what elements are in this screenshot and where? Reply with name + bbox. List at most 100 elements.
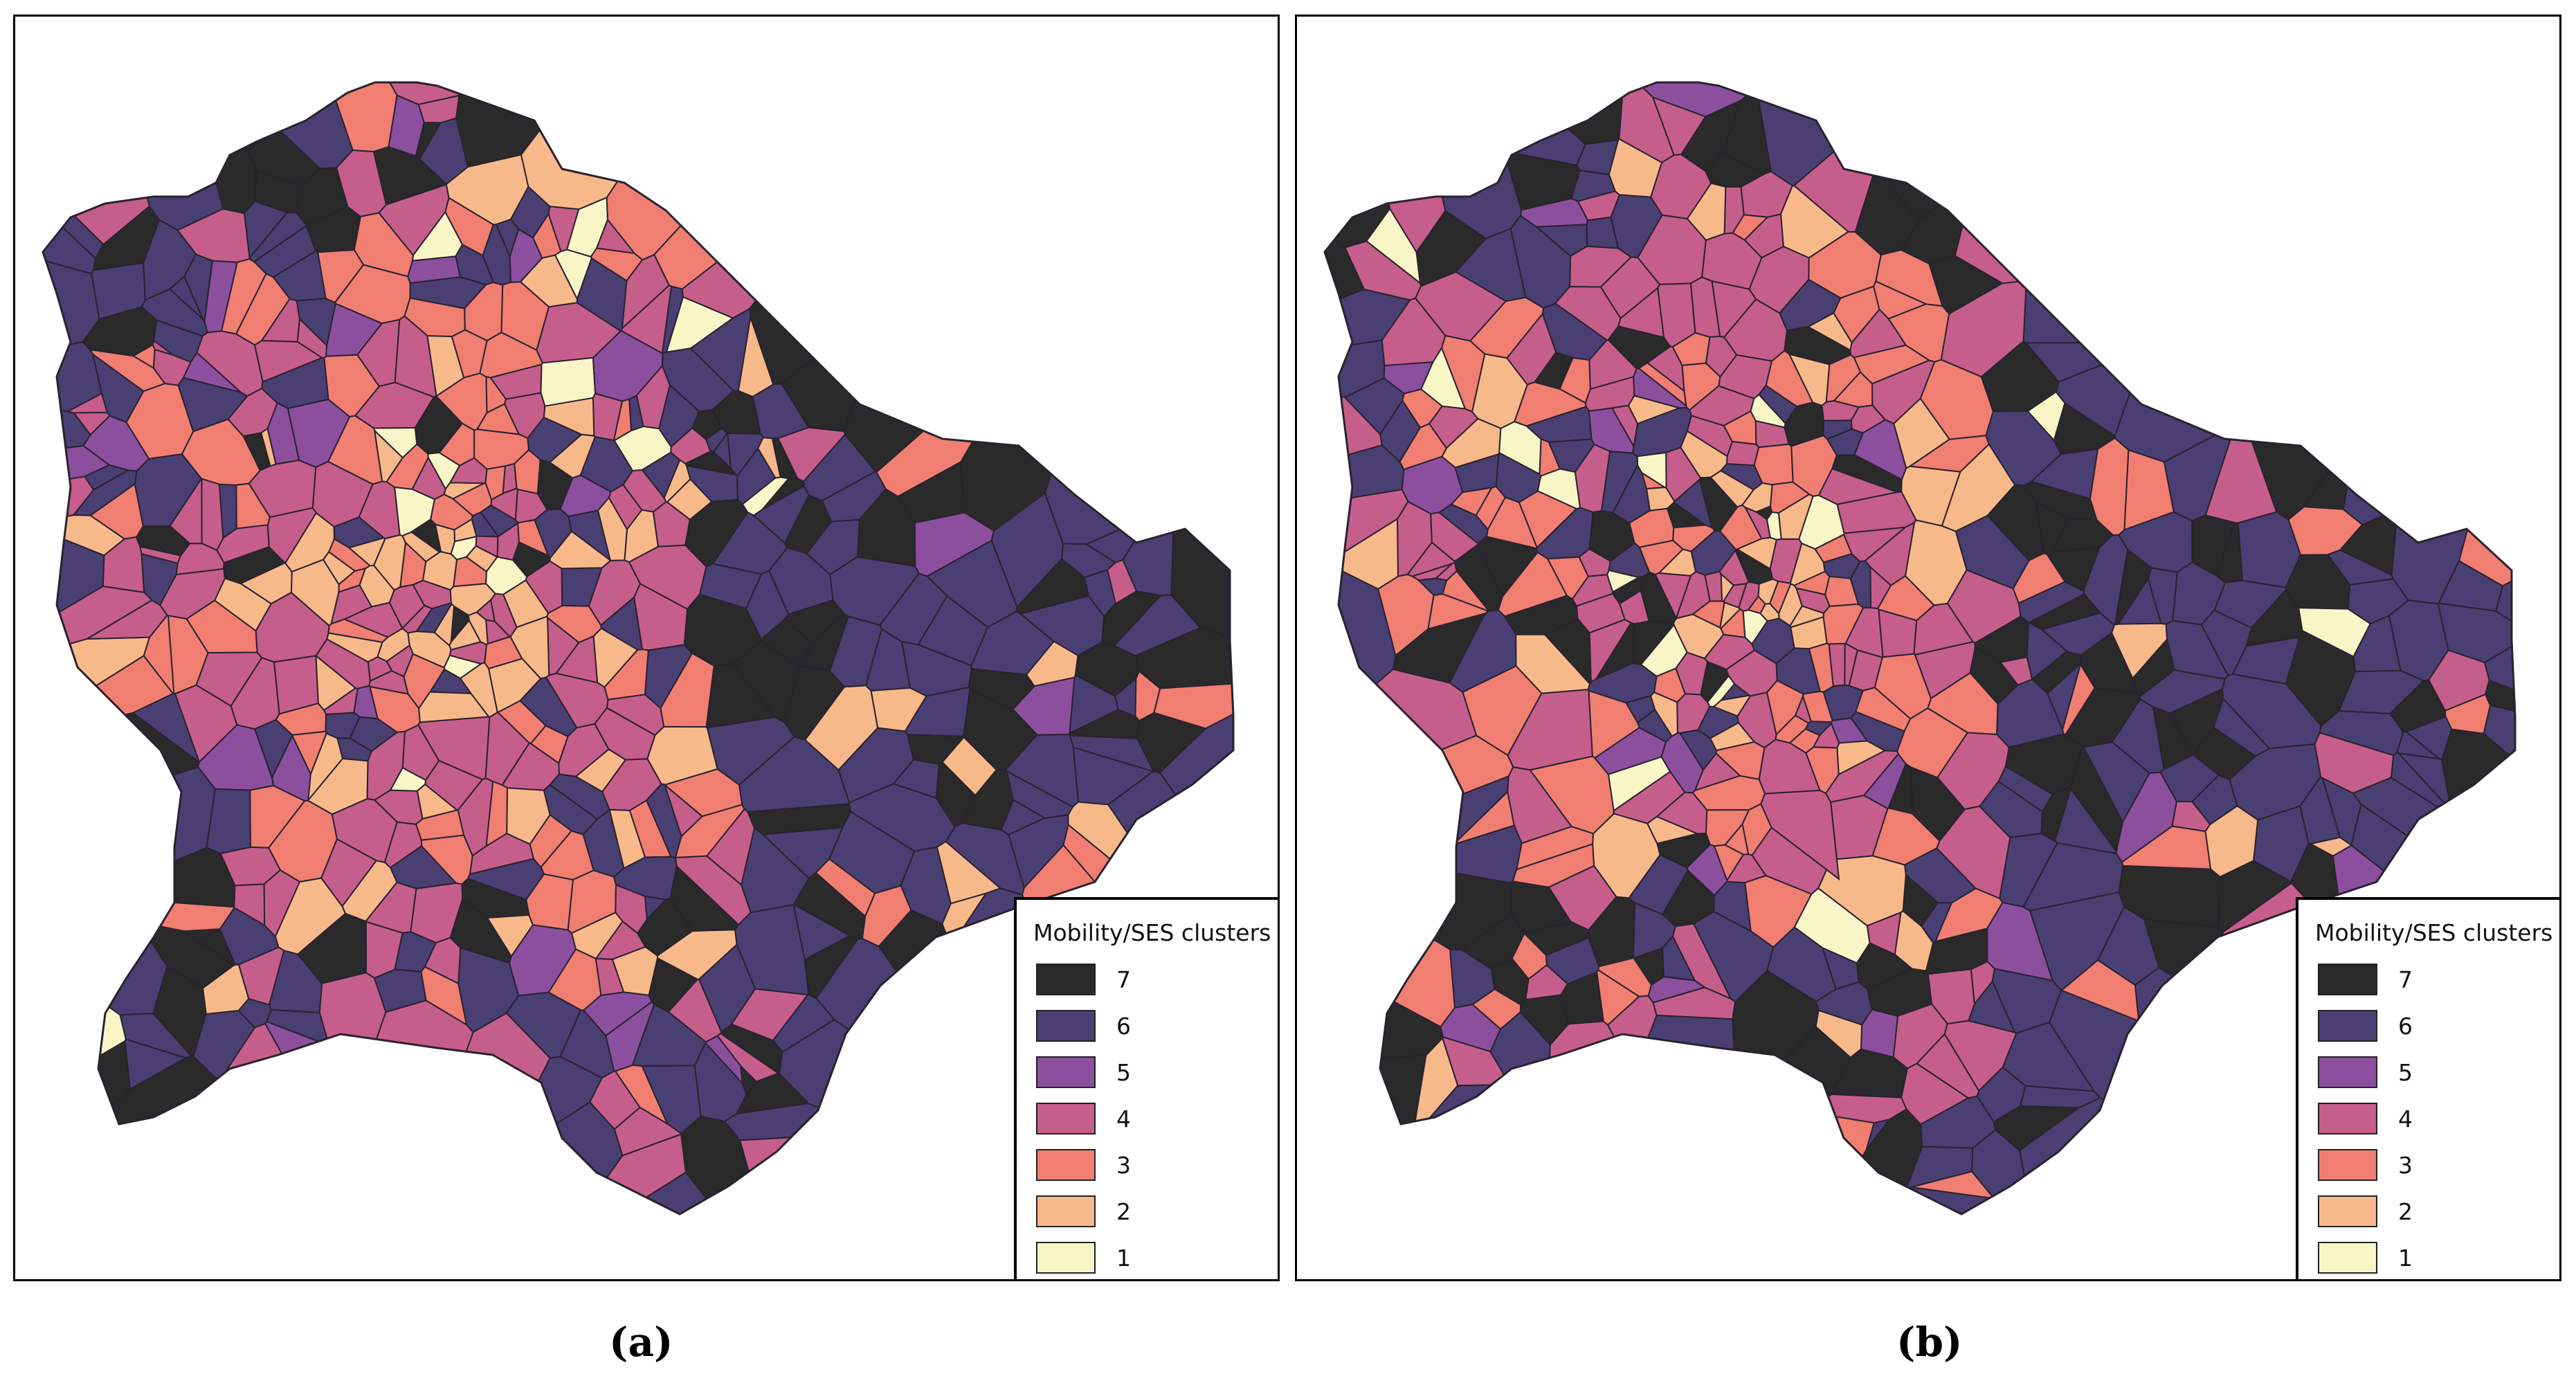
legend-label: 7 [2398, 966, 2413, 993]
legend-swatch [2318, 1056, 2377, 1088]
map-cell-cluster-4 [1546, 1020, 1668, 1214]
map-cell-cluster-4 [1617, 287, 1665, 338]
map-cell-cluster-7 [1453, 543, 1504, 612]
legend-label: 1 [2398, 1245, 2413, 1272]
map-cell-cluster-4 [1652, 986, 1736, 1020]
map-cell-cluster-6 [1633, 1014, 1739, 1214]
map-cell-cluster-2 [737, 317, 774, 398]
map-cell-cluster-6 [661, 347, 735, 413]
map-cell-cluster-4 [216, 524, 270, 564]
map-cell-cluster-7 [43, 1040, 131, 1204]
map-cell-cluster-4 [588, 559, 642, 626]
map-cell-cluster-5 [509, 228, 543, 283]
legend-label: 6 [1116, 1013, 1131, 1040]
map-cell-cluster-2 [1836, 740, 1887, 776]
map-cell-cluster-3 [567, 869, 617, 934]
map-cell-cluster-6 [1044, 82, 1233, 545]
map-cell-cluster-4 [1927, 968, 1975, 1025]
map-cell-cluster-3 [2444, 693, 2492, 735]
map-cell-cluster-6 [815, 937, 1026, 1155]
map-cell-cluster-6 [43, 871, 168, 1016]
map-cell-cluster-7 [1325, 82, 1391, 248]
map-cell-cluster-4 [1866, 911, 1902, 956]
map-cell-cluster-4 [594, 707, 656, 761]
legend-title: Mobility/SES clusters [1033, 919, 1271, 946]
map-cell-cluster-3 [1514, 381, 1587, 427]
map-cell-cluster-4 [448, 457, 488, 485]
map-cell-cluster-7 [2027, 593, 2102, 631]
map-cell-cluster-6 [1006, 770, 1074, 819]
map-cell-cluster-5 [1862, 752, 1907, 810]
map-cell-cluster-4 [367, 656, 393, 683]
map-cell-cluster-6 [1610, 194, 1663, 259]
map-cell-cluster-6 [2118, 511, 2193, 573]
map-cell-cluster-7 [963, 688, 1038, 771]
map-cell-cluster-1 [485, 556, 528, 595]
map-cell-cluster-1 [411, 210, 464, 262]
map-cell-cluster-2 [1893, 397, 1951, 469]
map-cell-cluster-6 [2002, 1021, 2096, 1092]
map-cell-cluster-4 [1725, 649, 1778, 697]
map-cell-cluster-3 [1543, 1111, 1876, 1214]
map-cell-cluster-3 [1769, 580, 1792, 615]
legend-swatch [1036, 1195, 1096, 1227]
legend-label: 6 [2398, 1013, 2413, 1040]
map-cell-cluster-4 [1654, 572, 1692, 620]
map-cell-cluster-4 [1689, 385, 1755, 426]
map-cell-cluster-4 [457, 777, 494, 857]
map-cell-cluster-7 [792, 871, 867, 941]
map-cell-cluster-4 [608, 484, 643, 531]
map-cell-cluster-7 [1560, 354, 1574, 387]
map-cell-cluster-7 [749, 82, 1051, 386]
map-cell-cluster-1 [1636, 451, 1667, 489]
map-cell-cluster-6 [100, 82, 224, 231]
legend-label: 4 [1116, 1105, 1131, 1132]
map-cell-cluster-7 [1523, 921, 1590, 957]
map-cell-cluster-3 [1597, 957, 1653, 997]
map-cell-cluster-6 [1820, 1186, 2066, 1214]
map-cell-cluster-3 [2121, 825, 2212, 870]
caption-a: (a) [609, 1319, 673, 1366]
map-cell-cluster-4 [1850, 404, 1887, 434]
map-cell-cluster-6 [1428, 82, 1586, 166]
map-cell-cluster-5 [1633, 367, 1688, 409]
map-cell-cluster-3 [485, 376, 507, 414]
map-cell-cluster-4 [201, 478, 224, 552]
map-cell-cluster-3 [1732, 214, 1770, 241]
map-cell-cluster-4 [1574, 443, 1611, 513]
map-cell-cluster-4 [1824, 750, 1899, 803]
legend-label: 7 [1116, 966, 1131, 993]
map-cell-cluster-6 [1849, 560, 1872, 609]
map-cell-cluster-4 [1325, 668, 1478, 810]
map-cell-cluster-2 [520, 82, 729, 210]
map-cell-cluster-6 [568, 509, 612, 562]
map-cell-cluster-6 [2213, 697, 2271, 757]
map-cell-cluster-6 [455, 244, 495, 286]
map-cell-cluster-2 [1325, 518, 1399, 590]
map-cell-cluster-7 [1902, 874, 1939, 928]
map-cell-cluster-4 [595, 218, 636, 255]
legend-swatch [2318, 1242, 2377, 1274]
map-cell-cluster-1 [1640, 623, 1688, 678]
map-cell-cluster-7 [1325, 215, 1366, 317]
map-cell-cluster-6 [2083, 741, 2150, 824]
legend-label: 3 [1116, 1152, 1131, 1179]
map-cell-cluster-7 [801, 612, 849, 672]
map-cell-cluster-7 [372, 146, 448, 206]
city-boundary [42, 81, 1235, 1215]
map-cell-cluster-7 [1910, 766, 1966, 842]
legend-label: 2 [2398, 1198, 2413, 1225]
legend-swatch [1036, 1242, 1096, 1274]
map-cell-cluster-6 [1608, 542, 1651, 579]
map-cell-cluster-4 [1849, 308, 1907, 359]
map-cell-cluster-2 [486, 914, 534, 958]
map-cell-cluster-2 [433, 603, 455, 647]
map-cell-cluster-5 [264, 1020, 359, 1192]
map-cell-cluster-4 [323, 687, 359, 715]
map-cell-cluster-2 [1735, 536, 1777, 570]
map-cell-cluster-4 [1343, 240, 1422, 301]
map-cell-cluster-2 [434, 523, 456, 555]
map-cell-cluster-6 [1587, 662, 1658, 704]
map-cell-cluster-7 [1170, 228, 1233, 658]
map-cell-cluster-6 [2053, 787, 2117, 855]
